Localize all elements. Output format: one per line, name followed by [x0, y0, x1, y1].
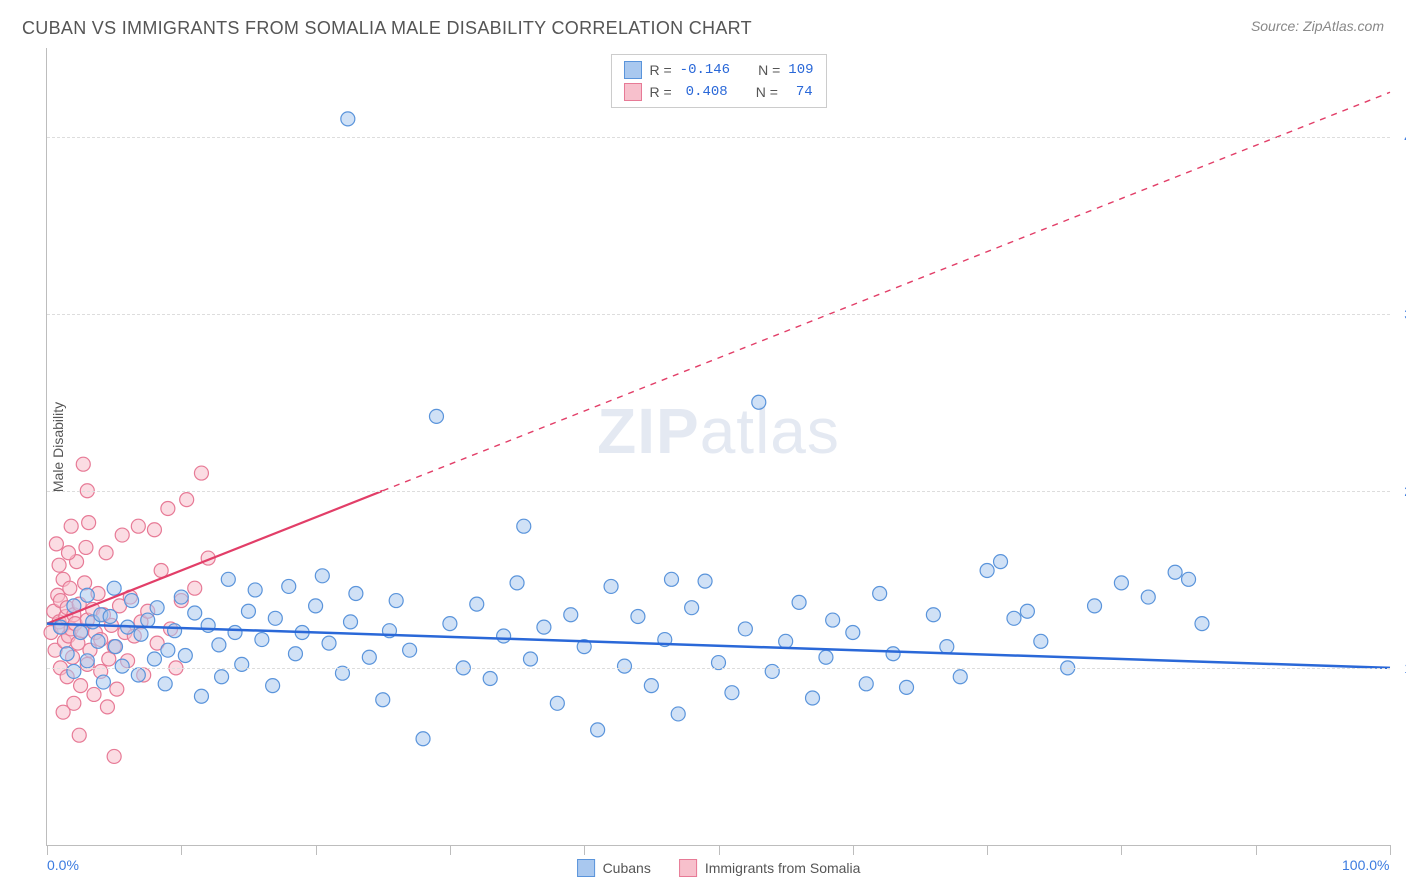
legend-stats: R = -0.146 N = 109 R = 0.408 N = 74 — [610, 54, 826, 108]
source-text: Source: ZipAtlas.com — [1251, 18, 1384, 34]
swatch-cubans-bottom — [577, 859, 595, 877]
x-tick-label: 100.0% — [1342, 857, 1389, 873]
legend-stats-row-a: R = -0.146 N = 109 — [623, 59, 813, 81]
legend-item-cubans: Cubans — [577, 859, 651, 877]
r-label-a: R = — [649, 59, 671, 81]
r-value-b: 0.408 — [680, 81, 728, 103]
legend-stats-row-b: R = 0.408 N = 74 — [623, 81, 813, 103]
legend-series: Cubans Immigrants from Somalia — [577, 859, 861, 877]
n-value-b: 74 — [786, 81, 813, 103]
x-tick-label: 0.0% — [47, 857, 79, 873]
legend-label-cubans: Cubans — [603, 860, 651, 876]
n-value-a: 109 — [788, 59, 813, 81]
chart-title: CUBAN VS IMMIGRANTS FROM SOMALIA MALE DI… — [22, 18, 752, 39]
plot-svg — [47, 48, 1390, 845]
y-axis-label: Male Disability — [50, 401, 66, 491]
n-label-b: N = — [756, 81, 778, 103]
legend-label-somalia: Immigrants from Somalia — [705, 860, 861, 876]
legend-item-somalia: Immigrants from Somalia — [679, 859, 861, 877]
swatch-somalia-bottom — [679, 859, 697, 877]
plot-area: ZIPatlas Male Disability R = -0.146 N = … — [46, 48, 1390, 846]
r-value-a: -0.146 — [680, 59, 730, 81]
r-label-b: R = — [649, 81, 671, 103]
n-label-a: N = — [758, 59, 780, 81]
swatch-cubans — [623, 61, 641, 79]
chart-area: ZIPatlas Male Disability R = -0.146 N = … — [46, 48, 1390, 846]
swatch-somalia — [623, 83, 641, 101]
